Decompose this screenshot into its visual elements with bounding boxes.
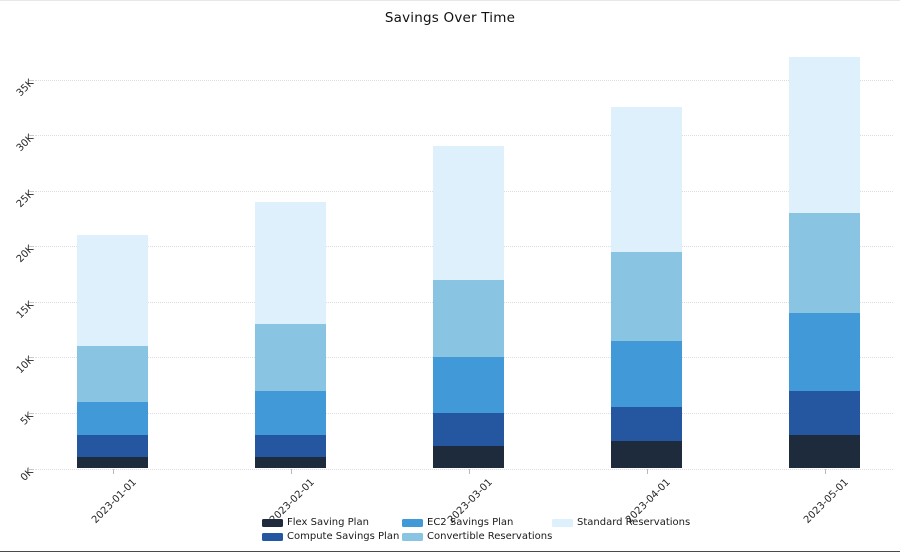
chart-title: Savings Over Time xyxy=(384,10,516,26)
bar-segment-standard-reservations xyxy=(77,235,148,347)
y-tick-10K xyxy=(29,357,34,359)
bar-segment-convertible-reservations xyxy=(255,324,326,391)
x-axis-label-2023-05-01: 2023-05-01 xyxy=(802,476,852,526)
bar-segment-convertible-reservations xyxy=(433,279,504,358)
bar-segment-standard-reservations xyxy=(789,57,860,213)
bar-segment-compute-savings-plan xyxy=(255,435,326,458)
legend-swatch-ec2-savings-plan xyxy=(402,519,423,527)
x-axis-label-2023-01-01: 2023-01-01 xyxy=(90,476,140,526)
bar-segment-compute-savings-plan xyxy=(611,407,682,441)
x-tick-2023-04-01 xyxy=(646,468,648,474)
legend-label-standard-reservations: Standard Reservations xyxy=(577,517,691,528)
y-axis-label-20K: 20K xyxy=(14,243,36,266)
bar-2023-01-01 xyxy=(77,235,148,469)
y-tick-5K xyxy=(29,412,34,414)
gridline-30K xyxy=(35,135,893,137)
bar-segment-compute-savings-plan xyxy=(789,390,860,436)
x-tick-2023-05-01 xyxy=(824,468,826,474)
x-tick-2023-01-01 xyxy=(112,468,114,474)
x-tick-2023-02-01 xyxy=(290,468,292,474)
bar-segment-convertible-reservations xyxy=(77,346,148,402)
bar-segment-compute-savings-plan xyxy=(433,412,504,447)
bar-segment-standard-reservations xyxy=(255,201,326,325)
bar-segment-flex-saving-plan xyxy=(433,446,504,469)
bar-segment-flex-saving-plan xyxy=(611,440,682,469)
y-tick-25K xyxy=(29,190,34,192)
bar-segment-compute-savings-plan xyxy=(77,435,148,458)
y-tick-15K xyxy=(29,301,34,303)
legend-swatch-standard-reservations xyxy=(552,519,573,527)
bar-2023-05-01 xyxy=(789,57,860,469)
bar-segment-ec2-savings-plan xyxy=(255,390,326,436)
bar-2023-04-01 xyxy=(611,107,682,469)
legend-swatch-compute-savings-plan xyxy=(262,533,283,541)
bar-segment-flex-saving-plan xyxy=(789,435,860,469)
y-tick-20K xyxy=(29,246,34,248)
bar-segment-flex-saving-plan xyxy=(77,457,148,469)
legend-swatch-convertible-reservations xyxy=(402,533,423,541)
y-tick-0K xyxy=(29,468,34,470)
y-axis-label-30K: 30K xyxy=(14,132,36,155)
bar-segment-ec2-savings-plan xyxy=(789,312,860,391)
bar-segment-flex-saving-plan xyxy=(255,457,326,469)
bar-segment-ec2-savings-plan xyxy=(77,401,148,436)
bar-segment-ec2-savings-plan xyxy=(433,357,504,413)
legend-label-flex-saving-plan: Flex Saving Plan xyxy=(287,517,369,528)
bar-segment-ec2-savings-plan xyxy=(611,340,682,408)
gridline-0K xyxy=(35,468,893,470)
legend-label-compute-savings-plan: Compute Savings Plan xyxy=(287,531,400,542)
bar-2023-03-01 xyxy=(433,146,504,469)
gridline-35K xyxy=(35,79,893,81)
x-tick-2023-03-01 xyxy=(468,468,470,474)
bar-segment-standard-reservations xyxy=(611,107,682,252)
bar-segment-convertible-reservations xyxy=(611,251,682,341)
legend-swatch-flex-saving-plan xyxy=(262,519,283,527)
y-tick-35K xyxy=(29,79,34,81)
bar-segment-convertible-reservations xyxy=(789,212,860,313)
y-axis-label-10K: 10K xyxy=(14,355,36,377)
bar-segment-standard-reservations xyxy=(433,146,504,280)
legend-label-convertible-reservations: Convertible Reservations xyxy=(427,531,553,542)
bar-2023-02-01 xyxy=(255,201,326,469)
y-tick-30K xyxy=(29,135,34,137)
legend-label-ec2-savings-plan: EC2 Savings Plan xyxy=(427,517,514,528)
